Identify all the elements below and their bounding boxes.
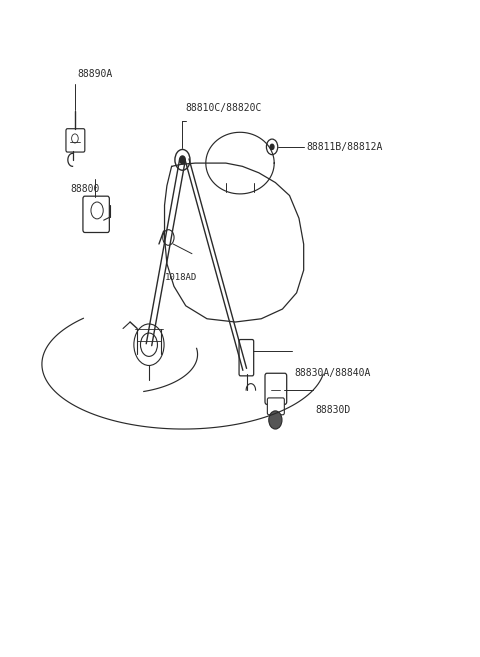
Text: 88830A/88840A: 88830A/88840A: [294, 368, 371, 378]
FancyBboxPatch shape: [239, 340, 253, 376]
Circle shape: [270, 145, 274, 150]
FancyBboxPatch shape: [83, 196, 109, 233]
Text: 88890A: 88890A: [77, 69, 112, 79]
Text: 1018AD: 1018AD: [165, 273, 197, 283]
Text: 88810C/88820C: 88810C/88820C: [186, 103, 262, 113]
Text: 88811B/88812A: 88811B/88812A: [306, 142, 383, 152]
FancyBboxPatch shape: [267, 398, 284, 415]
Circle shape: [180, 156, 185, 164]
FancyBboxPatch shape: [265, 373, 287, 405]
Circle shape: [269, 411, 282, 429]
Text: 88830D: 88830D: [315, 405, 351, 415]
FancyBboxPatch shape: [66, 129, 85, 152]
Text: 88800: 88800: [70, 184, 99, 194]
